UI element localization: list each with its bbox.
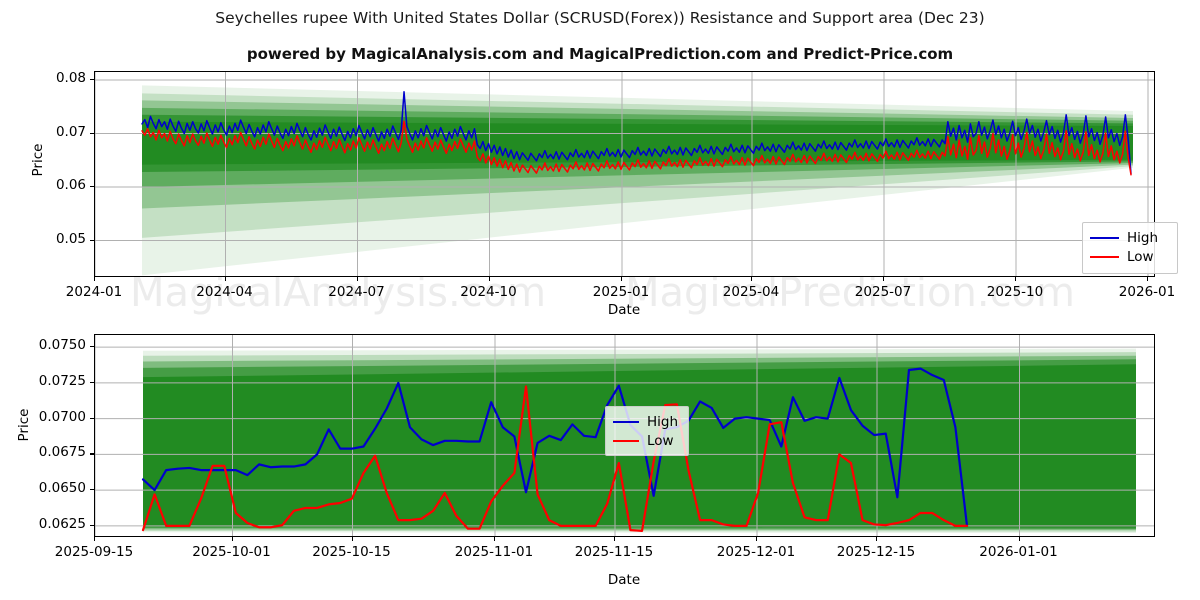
x-tickmark: [883, 277, 885, 281]
legend-label-low: Low: [647, 432, 674, 449]
overview-series-svg: [95, 72, 1154, 276]
x-tickmark: [1018, 537, 1020, 541]
x-tickmark: [614, 537, 616, 541]
legend-label-high: High: [1127, 229, 1159, 246]
overview-xtick-label: 2024-10: [460, 284, 517, 300]
x-tickmark: [876, 537, 878, 541]
legend-label-low: Low: [1127, 248, 1154, 265]
zoom-xtick-label: 2025-09-15: [54, 544, 134, 560]
legend-row-high: High: [613, 412, 679, 431]
x-tickmark: [1147, 277, 1149, 281]
overview-xtick-label: 2025-07: [854, 284, 912, 300]
zoom-series-low: [141, 385, 969, 532]
legend-label-high: High: [647, 413, 679, 430]
zoom-xtick-label: 2025-11-15: [574, 544, 654, 560]
overview-series-low: [141, 120, 1132, 176]
y-tickmark: [90, 417, 94, 419]
overview-plot-area: [94, 71, 1155, 277]
x-tickmark: [356, 277, 358, 281]
overview-series-high: [141, 91, 1132, 175]
legend-row-high: High: [1090, 228, 1168, 247]
x-tickmark: [224, 277, 226, 281]
zoom-series-high: [141, 367, 969, 527]
legend-row-low: Low: [1090, 247, 1168, 266]
overview-ytick-label: 0.08: [55, 70, 86, 87]
x-tickmark: [231, 537, 233, 541]
zoom-ytick-label: 0.0675: [38, 444, 86, 461]
overview-chart-panel: MagicalAnalysis.com MagicalPrediction.co…: [30, 70, 1178, 318]
x-tickmark: [751, 277, 753, 281]
zoom-yaxis-label: Price: [16, 408, 32, 442]
overview-xtick-label: 2024-01: [65, 284, 123, 300]
zoom-xtick-label: 2025-10-15: [312, 544, 391, 560]
page-title: Seychelles rupee With United States Doll…: [215, 9, 985, 27]
overview-ytick-label: 0.07: [55, 123, 86, 140]
y-tickmark: [90, 453, 94, 455]
y-tickmark: [90, 524, 94, 527]
x-tickmark: [488, 277, 490, 281]
overview-ytick-label: 0.05: [55, 230, 86, 247]
x-tickmark: [94, 277, 96, 281]
zoom-ytick-label: 0.0750: [38, 337, 86, 354]
overview-xaxis-label: Date: [607, 302, 641, 318]
zoom-xtick-label: 2025-12-01: [716, 544, 796, 560]
overview-yaxis-label: Price: [30, 143, 46, 177]
low-line-swatch: [613, 439, 639, 442]
overview-xtick-label: 2026-01: [1118, 284, 1176, 300]
zoom-xtick-label: 2025-12-15: [836, 544, 916, 560]
x-tickmark: [94, 537, 96, 541]
zoom-ytick-label: 0.0625: [38, 515, 86, 532]
x-tickmark: [494, 537, 496, 541]
zoom-ytick-label: 0.0650: [38, 480, 86, 497]
page-subtitle: powered by MagicalAnalysis.com and Magic…: [246, 45, 954, 63]
y-tickmark: [90, 79, 94, 81]
x-tickmark: [1015, 277, 1017, 281]
low-line-swatch: [1090, 255, 1119, 258]
y-tickmark: [90, 239, 94, 241]
overview-xtick-label: 2024-07: [328, 284, 385, 300]
zoom-ytick-label: 0.0725: [38, 372, 86, 389]
zoom-xtick-label: 2025-11-01: [454, 544, 534, 560]
zoom-xtick-label: 2026-01-01: [979, 544, 1058, 560]
high-line-swatch: [613, 420, 639, 423]
zoom-xtick-label: 2025-10-01: [192, 544, 271, 560]
overview-ytick-label: 0.06: [55, 177, 86, 194]
y-tickmark: [90, 489, 94, 491]
high-line-swatch: [1090, 236, 1119, 239]
y-tickmark: [90, 381, 94, 384]
y-tickmark: [90, 186, 94, 188]
overview-legend: High Low: [1082, 222, 1178, 274]
overview-xtick-label: 2025-01: [592, 284, 650, 300]
zoom-chart-panel: MagicalAnalysis.com MagicalPrediction.co…: [0, 320, 1200, 600]
overview-xtick-label: 2025-04: [722, 284, 780, 300]
x-tickmark: [756, 537, 758, 541]
x-tickmark: [351, 537, 353, 541]
legend-row-low: Low: [613, 431, 679, 450]
zoom-legend: High Low: [605, 406, 689, 456]
y-tickmark: [90, 132, 94, 134]
x-tickmark: [621, 277, 623, 281]
overview-xtick-label: 2025-10: [986, 284, 1044, 300]
y-tickmark: [90, 346, 94, 348]
zoom-xaxis-label: Date: [607, 572, 641, 588]
zoom-ytick-label: 0.0700: [38, 408, 86, 425]
overview-xtick-label: 2024-04: [196, 284, 253, 300]
